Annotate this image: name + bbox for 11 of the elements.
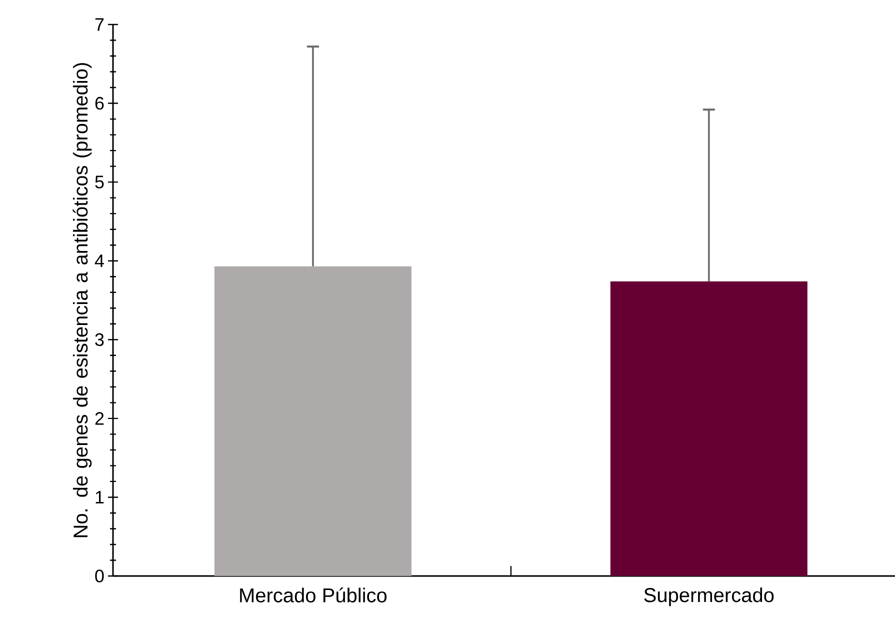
y-tick-label: 2 <box>95 412 104 425</box>
y-tick-label: 1 <box>96 491 104 504</box>
y-tick-label: 7 <box>95 18 104 31</box>
y-tick-label: 4 <box>94 254 104 268</box>
y-axis-title: No. de genes de esistencia a antibióticos (promedio) <box>72 63 92 538</box>
y-tick-label: 6 <box>95 96 104 110</box>
x-tick-label: Mercado Público <box>240 588 387 602</box>
y-tick-label: 3 <box>95 333 104 346</box>
x-tick-label: Supermercado <box>644 588 774 606</box>
y-tick-label: 5 <box>95 176 104 188</box>
y-tick-label: 0 <box>95 570 104 582</box>
